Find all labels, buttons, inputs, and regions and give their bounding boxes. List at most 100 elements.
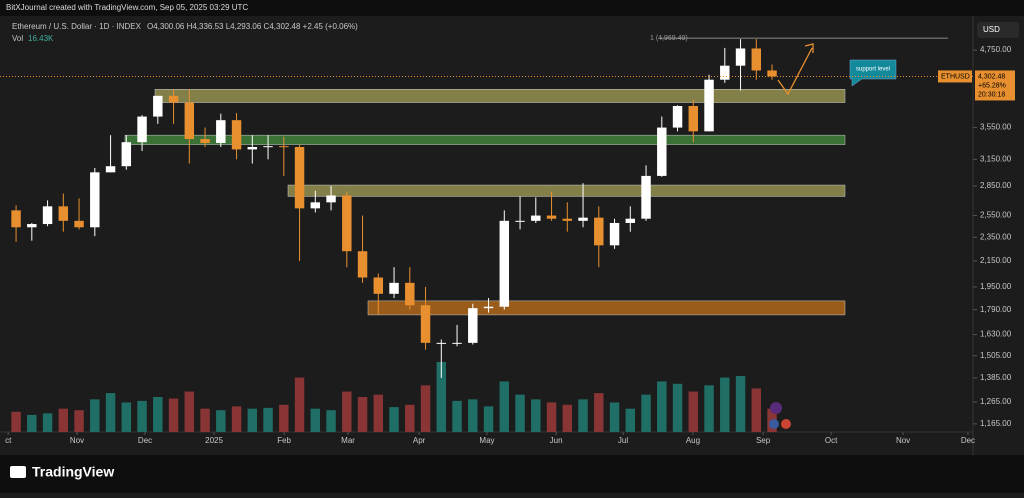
candle-body: [42, 206, 53, 225]
volume-bar: [105, 393, 116, 432]
price-tag-change: +65.28%: [978, 82, 1006, 89]
y-tick-label: 2,550.00: [980, 211, 1012, 220]
price-tag: [975, 70, 1015, 101]
candle-body: [279, 146, 289, 148]
symbol: Ethereum / U.S. Dollar · 1D · INDEX: [12, 22, 142, 31]
volume-bar: [688, 391, 699, 432]
candle-body: [310, 202, 321, 209]
y-tick-label: 3,550.00: [980, 123, 1012, 132]
candle-body: [90, 172, 100, 228]
zone: [124, 134, 846, 145]
x-tick-label: ct: [5, 436, 12, 445]
candle-body: [405, 282, 415, 306]
x-tick-label: Aug: [686, 436, 700, 445]
x-tick-label: Jun: [550, 436, 563, 445]
y-tick-label: 1,265.00: [980, 397, 1012, 406]
x-tick-label: Apr: [413, 436, 426, 445]
volume-bar: [436, 362, 447, 432]
candle-body: [562, 218, 573, 221]
y-tick-label: 1,790.00: [980, 305, 1012, 314]
volume-bar: [184, 391, 195, 432]
callout-text: support level: [856, 67, 890, 73]
volume-bar: [625, 408, 636, 432]
logo: TradingView: [10, 464, 114, 480]
candle-body: [326, 195, 336, 203]
candle-body: [625, 218, 636, 223]
candle-body: [657, 127, 667, 176]
candle-body: [105, 166, 116, 173]
y-tick-label: 2,850.00: [980, 181, 1012, 190]
volume-bar: [216, 410, 226, 432]
x-tick-label: Sep: [756, 436, 771, 445]
symbol-tag-text: ETHUSD: [941, 73, 970, 80]
candle-body: [373, 277, 384, 294]
candle-body: [184, 102, 195, 140]
high-label: 1 (4,969.49): [650, 35, 688, 42]
volume-bar: [373, 394, 384, 432]
plot: 1 (4,969.49): [11, 35, 948, 432]
volume-bar: [11, 411, 21, 432]
volume-bar: [468, 399, 478, 432]
volume-bar: [27, 414, 37, 432]
volume-bar: [609, 402, 620, 432]
volume-bar: [499, 381, 510, 432]
volume-bar: [704, 385, 714, 432]
logo-icon: [10, 466, 26, 478]
volume-bar: [357, 397, 368, 432]
volume-bar: [310, 408, 321, 432]
volume-bar: [531, 399, 541, 432]
x-tick-label: Feb: [277, 436, 291, 445]
candle-body: [735, 48, 746, 66]
volume-bar: [137, 400, 147, 432]
volume-bar: [483, 406, 494, 432]
candle-body: [578, 217, 588, 221]
volume-bar: [247, 408, 258, 432]
event-icon[interactable]: [781, 419, 791, 429]
x-tick-label: 2025: [205, 436, 223, 445]
ohlc: O4,300.06 H4,336.53 L4,293.06 C4,302.48 …: [147, 22, 358, 31]
candle-body: [231, 120, 242, 150]
candle-body: [751, 48, 762, 71]
candle-body: [168, 95, 179, 103]
currency-box[interactable]: [977, 22, 1019, 38]
y-tick-label: 1,385.00: [980, 373, 1012, 382]
vol-label: Vol: [12, 34, 23, 43]
candle-body: [720, 65, 730, 80]
callout: [849, 59, 897, 87]
candle-body: [342, 195, 352, 252]
price-tag-countdown: 20:30:18: [978, 91, 1005, 98]
volume-bar: [263, 407, 273, 432]
volume-bar: [657, 381, 667, 432]
candle-body: [594, 217, 604, 246]
volume-bar: [578, 399, 588, 432]
x-tick-label: Dec: [138, 436, 152, 445]
x-tick-label: Nov: [70, 436, 84, 445]
volume-bar: [546, 402, 557, 432]
bottom-bar: [0, 455, 1024, 493]
y-tick-label: 1,505.00: [980, 351, 1012, 360]
x-tick-label: Nov: [896, 436, 910, 445]
candle-body: [767, 70, 777, 77]
volume-bar: [200, 408, 210, 432]
volume-bar: [279, 404, 289, 432]
candle-body: [515, 220, 525, 222]
x-tick-label: Mar: [341, 436, 355, 445]
candle-body: [294, 146, 305, 209]
logo-text: TradingView: [32, 464, 114, 480]
candle-body: [153, 95, 163, 117]
x-tick-label: Oct: [825, 436, 838, 445]
y-tick-label: 3,150.00: [980, 154, 1012, 163]
event-icon[interactable]: [770, 402, 782, 414]
candle-body: [609, 222, 620, 246]
credit: BitXJournal created with TradingView.com…: [6, 3, 248, 12]
event-icon[interactable]: [769, 419, 779, 429]
candle-body: [263, 146, 273, 148]
candle-body: [247, 146, 258, 150]
candle-body: [389, 282, 399, 294]
vol-value: 16.43K: [28, 34, 54, 43]
y-tick-label: 2,350.00: [980, 232, 1012, 241]
volume-bar: [735, 376, 746, 432]
candle-body: [531, 215, 541, 221]
candle-body: [499, 220, 510, 307]
